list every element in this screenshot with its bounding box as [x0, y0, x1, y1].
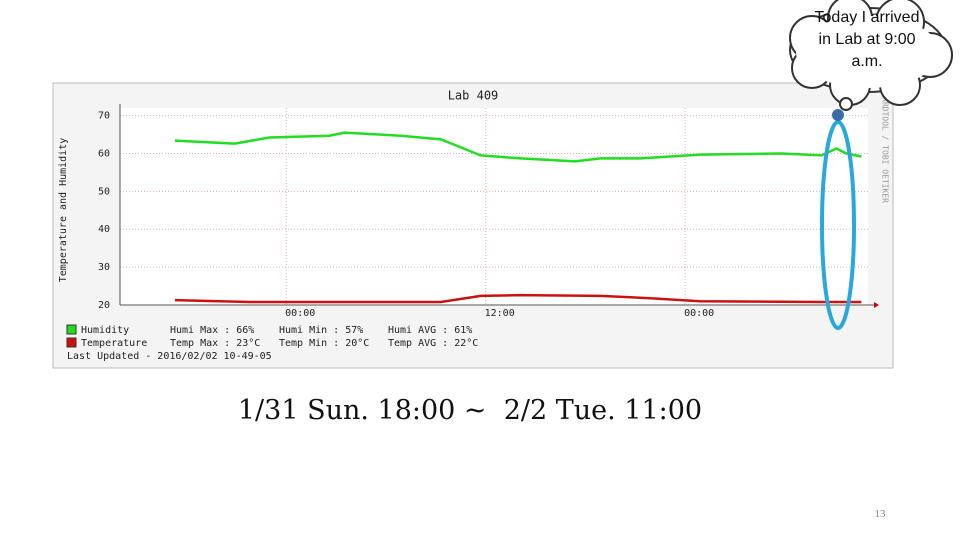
y-tick-label: 70 — [98, 111, 110, 122]
x-tick-label: 12:00 — [485, 308, 515, 319]
legend-swatch — [66, 337, 77, 348]
page-number: 13 — [874, 508, 886, 520]
y-axis-label: Temperature and Humidity — [58, 138, 69, 283]
stat-text: Temp AVG : 22°C — [388, 338, 478, 349]
stat-text: Temp Max : 23°C — [170, 338, 260, 349]
x-tick-label: 00:00 — [285, 308, 315, 319]
y-tick-label: 50 — [98, 186, 110, 197]
y-tick-label: 40 — [98, 224, 110, 235]
y-tick-label: 20 — [98, 300, 110, 311]
series-line — [174, 293, 862, 304]
last-update: Last Updated - 2016/02/02 10-49-05 — [67, 351, 272, 362]
highlight-dot — [832, 109, 844, 121]
chart-title: Lab 409 — [448, 89, 499, 103]
stat-text: Temp Min : 20°C — [279, 338, 369, 349]
stat-text: Humi Min : 57% — [279, 325, 363, 336]
x-tick-label: 00:00 — [684, 308, 714, 319]
callout-cloud — [789, 0, 953, 121]
axis-arrow — [874, 302, 879, 308]
legend-swatch — [66, 324, 77, 335]
watermark: RRDTOOL / TOBI OETIKER — [881, 97, 890, 203]
stat-text: Humi AVG : 61% — [388, 325, 472, 336]
plot-area — [120, 108, 868, 305]
legend-label: Temperature — [81, 338, 147, 349]
caption: 1/31 Sun. 18:00 ~ 2/2 Tue. 11:00 — [237, 395, 703, 426]
callout-text: Today I arrived in Lab at 9:00 a.m. — [814, 9, 920, 70]
y-tick-label: 30 — [98, 262, 110, 273]
stat-text: Humi Max : 66% — [170, 325, 254, 336]
series-line — [174, 131, 862, 163]
highlight-ellipse — [820, 120, 856, 330]
legend-label: Humidity — [81, 325, 129, 336]
y-tick-label: 60 — [98, 148, 110, 159]
